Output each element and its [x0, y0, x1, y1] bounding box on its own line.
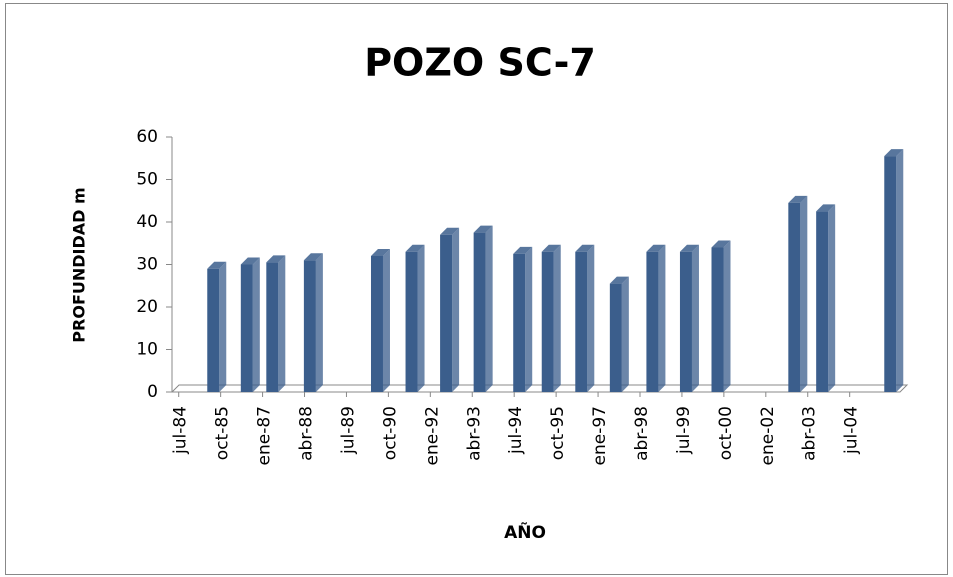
bar-side [417, 244, 425, 392]
bar [788, 202, 801, 392]
bar [207, 268, 220, 392]
x-tick-label: abr-93 [464, 406, 484, 461]
x-tick-label: ene-02 [758, 406, 778, 465]
bar [711, 247, 724, 392]
y-tick-label: 40 [136, 212, 158, 232]
bar-side [525, 246, 533, 392]
bar-top [370, 249, 390, 256]
x-tick-label: jul-04 [842, 406, 862, 455]
x-tick-label: jul-89 [338, 406, 358, 455]
bar-top [646, 244, 666, 252]
bar-top [816, 204, 836, 212]
bar-top [473, 225, 493, 233]
bar-top [679, 244, 699, 252]
bar-side [485, 225, 493, 392]
bar-side [452, 227, 460, 392]
x-tick-label: abr-98 [632, 406, 652, 461]
x-tick-label: oct-00 [716, 406, 736, 460]
bar [575, 251, 588, 392]
bar [646, 251, 659, 392]
bar-side [896, 149, 904, 392]
x-axis-label: AÑO [504, 520, 546, 543]
bar-side [828, 204, 836, 392]
bar [440, 234, 453, 392]
y-tick-label: 50 [136, 170, 158, 190]
x-tick-label: oct-90 [380, 406, 400, 460]
x-tick-label: jul-94 [506, 406, 526, 455]
bar-top [440, 227, 460, 235]
x-tick-label: oct-95 [548, 406, 568, 460]
bar [303, 260, 316, 392]
bar [816, 211, 829, 392]
bar-side [382, 249, 390, 392]
bar-side [553, 244, 561, 392]
y-tick-label: 0 [147, 382, 158, 402]
bar-side [587, 244, 595, 392]
bar-side [278, 255, 286, 392]
bar-side [658, 244, 666, 392]
bar-top [513, 246, 533, 254]
bar-side [723, 240, 731, 392]
y-tick-label: 60 [136, 127, 158, 147]
bar [240, 264, 253, 392]
bar-top [405, 244, 425, 252]
x-tick-label: ene-92 [422, 406, 442, 465]
y-axis-label: PROFUNDIDAD m [70, 187, 89, 342]
bar [884, 156, 897, 392]
bar [679, 251, 692, 392]
bar-side [800, 195, 808, 392]
bar [370, 256, 383, 392]
bar-top [266, 255, 286, 263]
bar-side [691, 244, 699, 392]
bar-top [240, 257, 260, 265]
bar [266, 262, 279, 392]
bar-top [575, 244, 595, 252]
chart-title: POZO SC-7 [364, 41, 596, 85]
bar-top [884, 149, 904, 157]
bar-side [315, 253, 323, 392]
bar-side [219, 261, 227, 392]
y-tick-label: 30 [136, 255, 158, 275]
bar-top [788, 195, 808, 203]
bar-top [207, 261, 227, 269]
bar [609, 283, 622, 392]
y-tick-label: 10 [136, 340, 158, 360]
bar [513, 253, 526, 392]
x-tick-label: ene-87 [255, 406, 275, 465]
bar [473, 232, 486, 392]
bar-top [609, 276, 629, 284]
bar-side [252, 257, 260, 392]
x-tick-label: ene-97 [590, 406, 610, 465]
bar-top [711, 240, 731, 248]
x-tick-label: abr-03 [800, 406, 820, 461]
bar [405, 251, 418, 392]
x-tick-label: jul-99 [674, 406, 694, 455]
x-tick-label: jul-84 [171, 406, 191, 455]
bar-top [303, 253, 323, 261]
bar-top [541, 244, 561, 252]
x-tick-label: oct-85 [213, 406, 233, 460]
y-tick-label: 20 [136, 297, 158, 317]
x-tick-label: abr-88 [297, 406, 317, 461]
bar [541, 251, 554, 392]
bar-side [621, 276, 629, 392]
